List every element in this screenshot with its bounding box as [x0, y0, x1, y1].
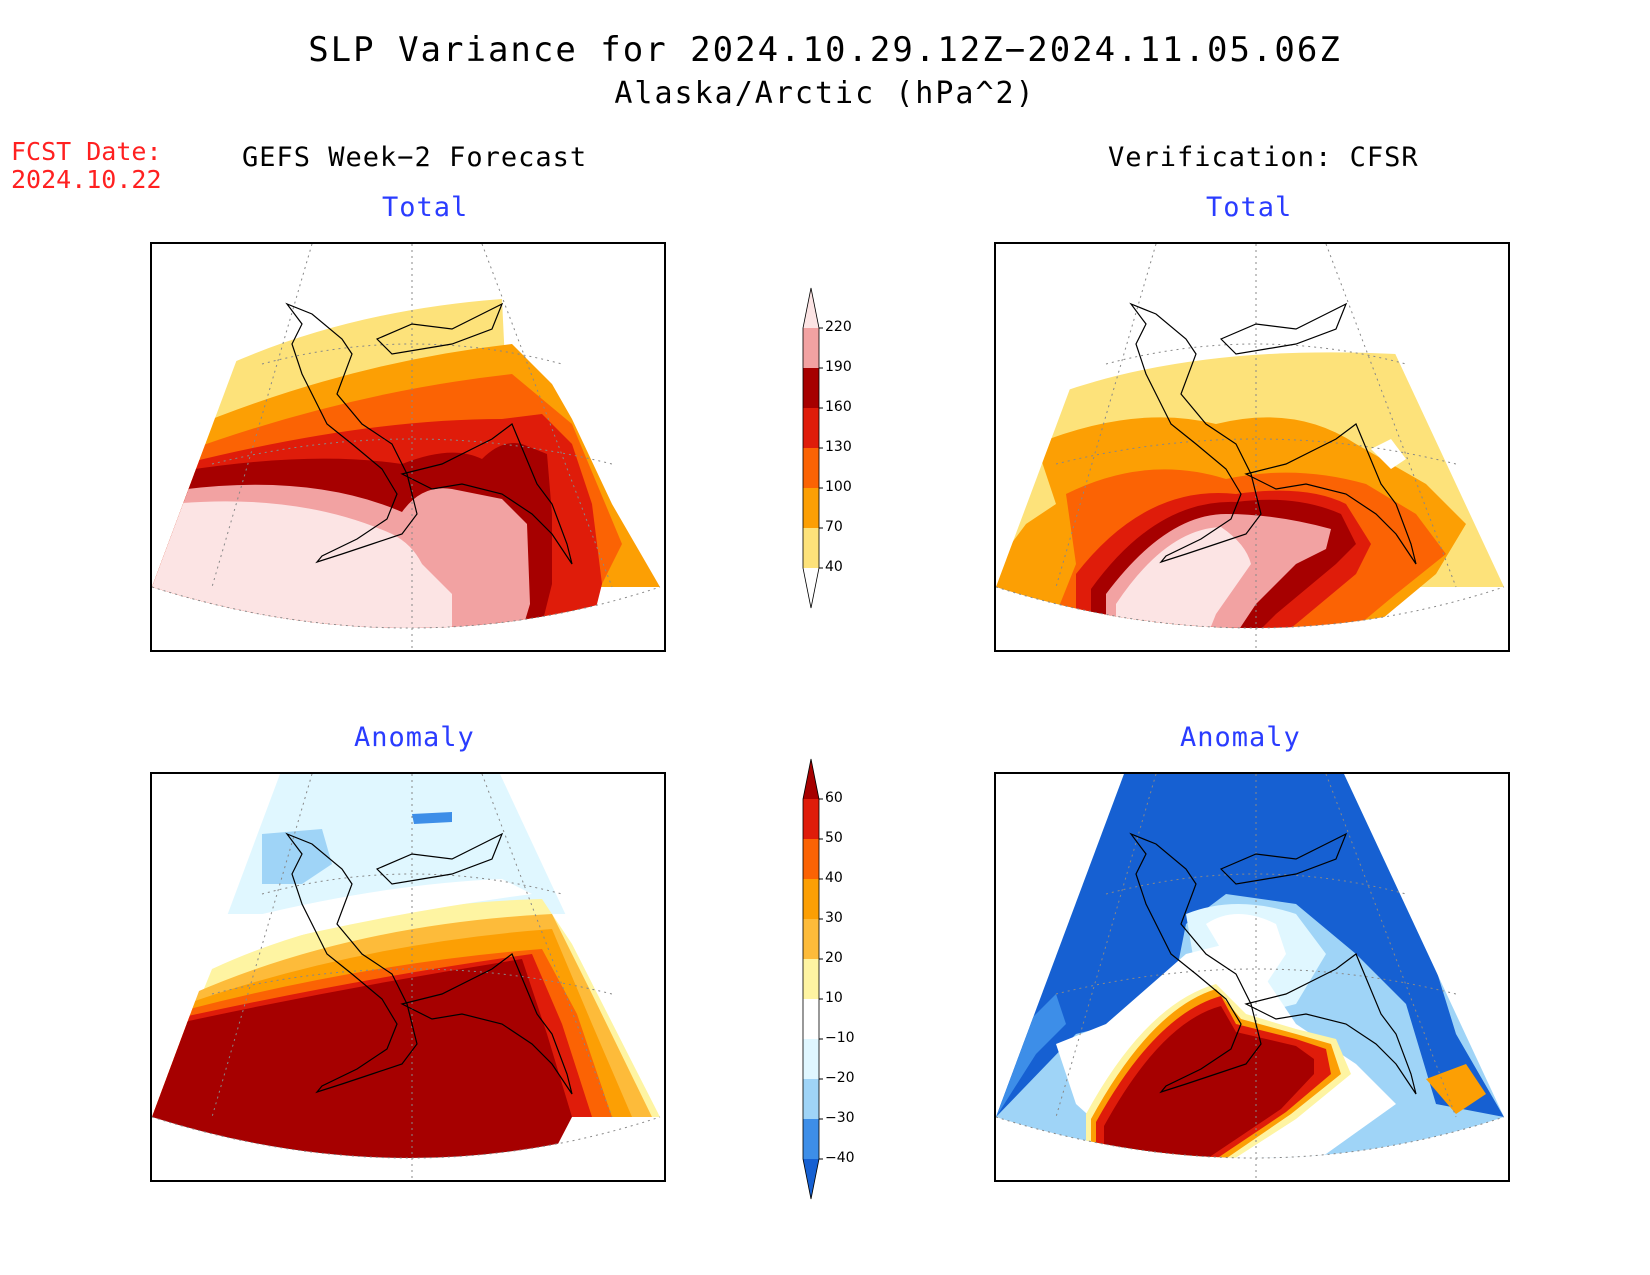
anomaly-colorbar-tick-label: −40 [825, 1150, 855, 1166]
anomaly-colorbar-swatch [803, 1119, 819, 1159]
anomaly-colorbar-swatch [803, 839, 819, 879]
anomaly-colorbar-swatch [803, 919, 819, 959]
anomaly-colorbar-swatch [803, 879, 819, 919]
contour-30-east [1426, 1064, 1486, 1114]
total-colorbar-swatch [803, 368, 819, 408]
anomaly-colorbar-tick-label: 20 [825, 950, 843, 966]
main-title: SLP Variance for 2024.10.29.12Z−2024.11.… [308, 30, 1342, 70]
total-colorbar-swatch [803, 568, 819, 608]
coastline [1129, 832, 1417, 1095]
total-colorbar-swatch [803, 408, 819, 448]
anomaly-colorbar-tick-label: 50 [825, 830, 843, 846]
gefs-anomaly-label: Anomaly [354, 722, 475, 753]
total-colorbar-tick-label: 40 [825, 559, 843, 575]
contour-below-40 [1371, 439, 1406, 469]
coastline [1129, 302, 1417, 565]
gefs-anomaly-map [150, 772, 666, 1182]
cfsr-anomaly-map [994, 772, 1510, 1182]
gefs-total-label: Total [382, 192, 469, 223]
anomaly-colorbar-tick-label: 40 [825, 870, 843, 886]
contour-neg40 [996, 774, 1504, 1117]
total-colorbar-swatch [803, 488, 819, 528]
graticule [996, 244, 1505, 650]
anomaly-colorbar [802, 758, 823, 1200]
anomaly-colorbar-tick-label: 60 [825, 790, 843, 806]
total-colorbar-tick-label: 100 [825, 479, 852, 495]
total-colorbar-tick-label: 160 [825, 399, 852, 415]
total-colorbar-swatch [803, 328, 819, 368]
anomaly-colorbar-tick-label: −30 [825, 1110, 855, 1126]
anomaly-colorbar-tick-label: −20 [825, 1070, 855, 1086]
contour-neg30 [412, 812, 452, 824]
contour-zero [1206, 914, 1286, 984]
total-colorbar-swatch [803, 288, 819, 328]
contour-zero [242, 879, 532, 949]
graticule [152, 244, 661, 650]
anomaly-colorbar-swatch [803, 1079, 819, 1119]
anomaly-colorbar-swatch [803, 799, 819, 839]
cfsr-anomaly-label: Anomaly [1180, 722, 1301, 753]
anomaly-colorbar-swatch [803, 999, 819, 1039]
fcst-date-label: FCST Date: [11, 137, 162, 166]
cfsr-total-map [994, 242, 1510, 652]
total-colorbar-tick-label: 70 [825, 519, 843, 535]
gefs-column-header: GEFS Week−2 Forecast [242, 142, 588, 173]
total-colorbar-swatch [803, 528, 819, 568]
graticule [152, 774, 661, 1180]
anomaly-colorbar-swatch [803, 759, 819, 799]
total-colorbar-tick-label: 130 [825, 439, 852, 455]
total-colorbar-tick-label: 220 [825, 319, 852, 335]
coastline [285, 302, 573, 565]
total-colorbar-swatch [803, 448, 819, 488]
contour-60 [152, 959, 572, 1158]
total-colorbar-tick-label: 190 [825, 359, 852, 375]
contour-neg30 [996, 994, 1066, 1117]
gefs-total-map [150, 242, 666, 652]
anomaly-colorbar-tick-label: 30 [825, 910, 843, 926]
anomaly-colorbar-swatch [803, 1039, 819, 1079]
anomaly-colorbar-swatch [803, 959, 819, 999]
cfsr-total-label: Total [1206, 192, 1293, 223]
contour-60 [1104, 1006, 1314, 1158]
contour-neg20 [262, 829, 332, 884]
cfsr-column-header: Verification: CFSR [1108, 142, 1419, 173]
fcst-date-value: 2024.10.22 [11, 165, 162, 194]
anomaly-colorbar-tick-label: −10 [825, 1030, 855, 1046]
main-subtitle: Alaska/Arctic (hPa^2) [614, 76, 1036, 111]
anomaly-colorbar-swatch [803, 1159, 819, 1199]
contour-220 [1116, 527, 1251, 628]
graticule [996, 774, 1505, 1180]
total-colorbar [802, 287, 823, 609]
fcst-date: FCST Date: 2024.10.22 [11, 138, 162, 194]
coastline [285, 832, 573, 1095]
anomaly-colorbar-tick-label: 10 [825, 990, 843, 1006]
